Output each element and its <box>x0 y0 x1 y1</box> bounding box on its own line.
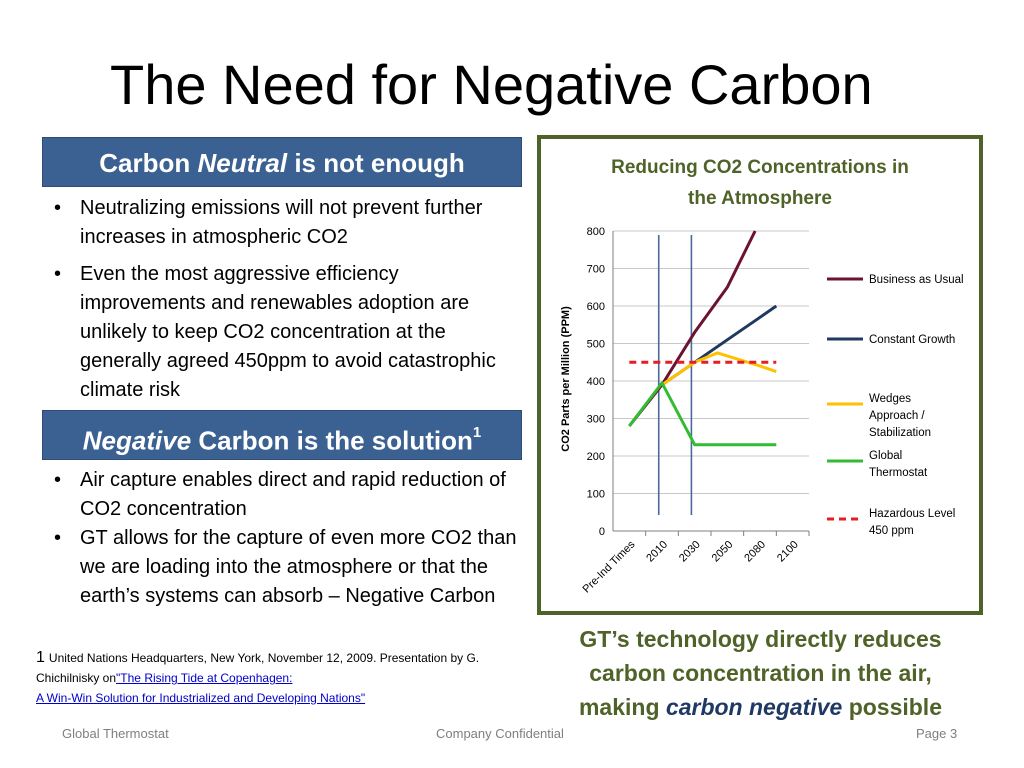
bullet-item: Air capture enables direct and rapid red… <box>42 466 522 524</box>
chart-x-tick-label: 2100 <box>775 539 801 565</box>
footer-confidential: Company Confidential <box>436 726 564 741</box>
chart-y-tick-label: 600 <box>587 301 605 313</box>
chart-x-tick-label: 2050 <box>710 539 736 565</box>
chart-x-tick-label: 2010 <box>644 539 670 565</box>
chart-y-tick-label: 100 <box>587 489 605 501</box>
banner2-suffix: Carbon is the solution <box>198 425 473 456</box>
chart-y-tick-label: 700 <box>587 264 605 276</box>
chart-y-tick-label: 500 <box>587 339 605 351</box>
bullet-item: Even the most aggressive efficiency impr… <box>42 260 522 405</box>
chart-x-tick-label: 2080 <box>742 539 768 565</box>
negative-bullet-list: Air capture enables direct and rapid red… <box>42 466 522 611</box>
callout-line3-suffix: possible <box>848 694 942 720</box>
carbon-neutral-banner: Carbon Neutral is not enough <box>42 137 522 187</box>
chart-y-tick-label: 800 <box>587 226 605 238</box>
chart-title-line1: Reducing CO2 Concentrations in <box>611 157 909 178</box>
footer-page-number: Page 3 <box>916 726 958 741</box>
chart-series-line <box>661 351 777 387</box>
co2-chart: Reducing CO2 Concentrations in the Atmos… <box>560 157 964 596</box>
chart-y-tick-label: 0 <box>599 526 605 538</box>
gt-technology-callout: GT’s technology directly reduces carbon … <box>548 622 973 724</box>
legend-label: Wedges Approach / Stabilization <box>869 393 931 439</box>
chart-y-tick-label: 400 <box>587 376 605 388</box>
legend-label: Global Thermostat <box>869 450 928 479</box>
footnote-link-line1: "The Rising Tide at Copenhagen: <box>116 671 293 685</box>
callout-line3: making carbon negative possible <box>548 690 973 724</box>
legend-label: Constant Growth <box>869 334 955 346</box>
banner2-footnote-marker: 1 <box>472 424 482 441</box>
negative-carbon-banner: Negative Carbon is the solution1 <box>42 410 522 460</box>
banner1-emphasis: Neutral <box>197 148 288 178</box>
footnote-text: United Nations Headquarters, New York, N… <box>36 651 480 685</box>
chart-y-tick-label: 300 <box>587 414 605 426</box>
callout-line3-prefix: making <box>578 694 660 720</box>
chart-series-line <box>628 381 777 447</box>
slide-title: The Need for Negative Carbon <box>110 53 873 116</box>
bullet-item: GT allows for the capture of even more C… <box>42 524 522 611</box>
legend-label: Hazardous Level 450 ppm <box>869 508 955 537</box>
chart-title-line2: the Atmosphere <box>688 188 832 209</box>
chart-x-tick-label: Pre-Ind Times <box>581 538 638 595</box>
callout-emphasis: carbon negative <box>665 694 843 720</box>
banner1-suffix: is not enough <box>294 148 465 178</box>
footnote-link[interactable]: "The Rising Tide at Copenhagen: A Win-Wi… <box>36 671 365 705</box>
chart-frame: Reducing CO2 Concentrations in the Atmos… <box>537 135 983 615</box>
callout-line2: carbon concentration in the air, <box>589 660 932 686</box>
footnote-marker: 1 <box>36 649 45 666</box>
chart-y-tick-label: 200 <box>587 451 605 463</box>
bullet-item: Neutralizing emissions will not prevent … <box>42 194 522 252</box>
footnote: 1 United Nations Headquarters, New York, … <box>36 648 526 708</box>
chart-y-axis-label: CO2 Parts per Million (PPM) <box>560 306 572 452</box>
callout-line1: GT’s technology directly reduces <box>579 626 942 652</box>
footer-company: Global Thermostat <box>62 726 169 741</box>
chart-x-tick-label: 2030 <box>677 539 703 565</box>
legend-label: Business as Usual <box>869 274 964 286</box>
banner1-prefix: Carbon <box>99 148 191 178</box>
footnote-link-line2: A Win-Win Solution for Industrialized an… <box>36 691 366 705</box>
banner2-emphasis: Negative <box>82 425 192 456</box>
neutral-bullet-list: Neutralizing emissions will not prevent … <box>42 194 522 413</box>
